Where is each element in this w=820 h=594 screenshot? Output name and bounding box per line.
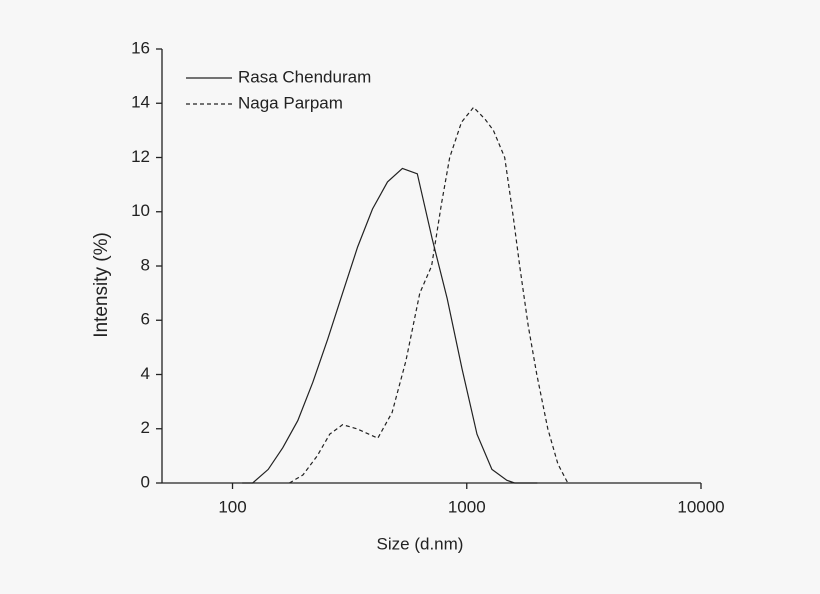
- y-tick-label: 8: [141, 255, 150, 274]
- x-axis-label: Size (d.nm): [377, 534, 464, 553]
- y-tick-label: 14: [131, 93, 150, 112]
- y-tick-label: 10: [131, 201, 150, 220]
- y-axis-label: Intensity (%): [91, 232, 112, 338]
- legend-label: Rasa Chenduram: [238, 67, 371, 86]
- data-line: [289, 106, 569, 484]
- y-tick-label: 0: [141, 472, 150, 491]
- legend-label: Naga Parpam: [238, 93, 343, 112]
- y-tick-label: 12: [131, 147, 150, 166]
- y-tick-label: 4: [141, 364, 150, 383]
- x-tick-label: 100: [218, 497, 246, 516]
- data-line: [242, 167, 538, 484]
- y-tick-label: 6: [141, 310, 150, 329]
- x-tick-label: 1000: [448, 497, 486, 516]
- y-tick-label: 2: [141, 418, 150, 437]
- x-tick-label: 10000: [677, 497, 724, 516]
- y-tick-label: 16: [131, 38, 150, 57]
